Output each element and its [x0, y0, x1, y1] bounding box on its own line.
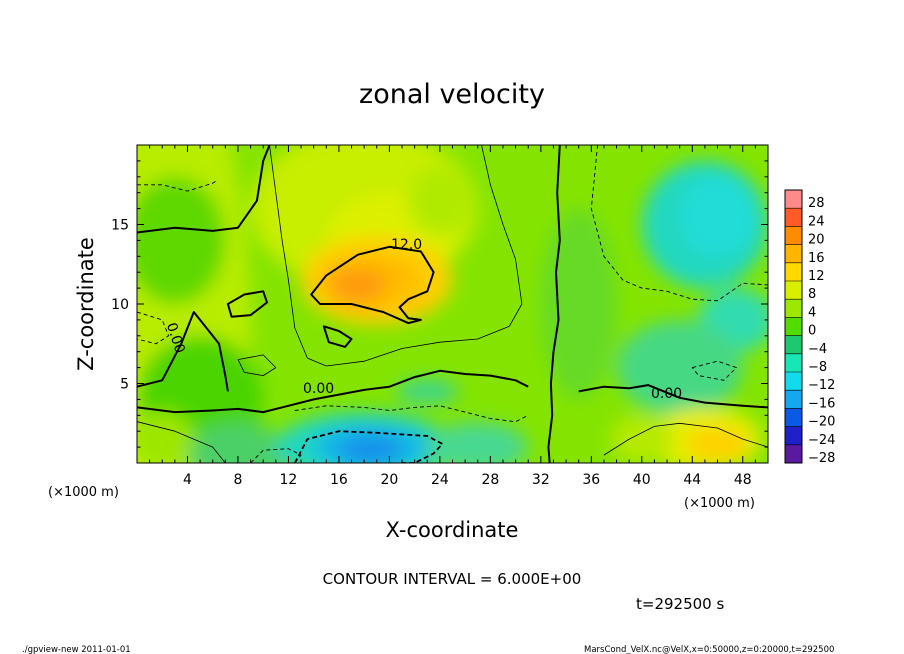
field-blob — [187, 423, 289, 463]
field-blob — [679, 176, 756, 257]
x-tick-label: 4 — [183, 472, 192, 488]
field-blob — [137, 145, 251, 463]
contour-line — [250, 448, 302, 463]
x-tick-label: 48 — [734, 472, 752, 488]
field-blob — [330, 269, 386, 301]
field-blob — [540, 208, 617, 400]
colorbar-swatch — [785, 299, 802, 318]
colorbar-label: 24 — [808, 214, 825, 229]
colorbar-label: −28 — [808, 451, 835, 466]
contour-line — [137, 311, 229, 392]
colorbar-label: 12 — [808, 269, 825, 284]
contour-line — [578, 384, 768, 409]
contour-line — [590, 145, 768, 302]
velocity-field — [137, 145, 768, 463]
colorbar-label: −16 — [808, 396, 835, 411]
colorbar-swatch — [785, 190, 802, 209]
colorbar-swatch — [785, 226, 802, 245]
colorbar-label: 4 — [808, 305, 816, 320]
y-tick-label: 5 — [120, 377, 129, 393]
colorbar-label: −4 — [808, 342, 827, 357]
colorbar-label: 28 — [808, 196, 825, 211]
x-tick-label: 28 — [481, 472, 499, 488]
colorbar-swatch — [785, 208, 802, 227]
contour-label: 0.00 — [651, 386, 682, 402]
colorbar-swatch — [785, 390, 802, 409]
y-axis-label: Z-coordinate — [74, 237, 98, 371]
colorbar-label: −8 — [808, 360, 827, 375]
field-blob — [388, 284, 429, 311]
colorbar-swatch — [785, 426, 802, 446]
contour-label: 0.00 — [303, 381, 334, 397]
colorbar-swatch — [785, 281, 802, 300]
contour-line — [137, 369, 529, 414]
field-blob — [610, 415, 674, 463]
x-tick-label: 32 — [532, 472, 550, 488]
x-tick-label: 40 — [633, 472, 651, 488]
field-blob — [427, 421, 529, 463]
x-tick-label: 20 — [380, 472, 398, 488]
field-blob — [338, 435, 403, 463]
x-unit-right: (×1000 m) — [684, 496, 755, 511]
field-blob — [685, 428, 750, 460]
contour-line — [137, 145, 271, 234]
x-tick-label: 36 — [582, 472, 600, 488]
colorbar-label: 0 — [808, 324, 816, 339]
y-tick-label: 15 — [111, 218, 129, 234]
contour-line — [226, 290, 268, 318]
x-tick-label: 16 — [330, 472, 348, 488]
colorbar-label: 20 — [808, 233, 825, 248]
field-blob — [616, 319, 743, 416]
colorbar-label: 16 — [808, 251, 825, 266]
x-tick-label: 44 — [683, 472, 701, 488]
contour-line — [269, 145, 523, 367]
field-blob — [137, 176, 226, 304]
colorbar-swatch — [785, 244, 802, 264]
contour-lines — [137, 145, 768, 463]
colorbar-label: −20 — [808, 415, 835, 430]
time-text: t=292500 s — [636, 595, 724, 613]
contour-line — [310, 245, 435, 325]
colorbar-label: −12 — [808, 378, 835, 393]
chart-title: zonal velocity — [359, 79, 545, 110]
contour-line — [137, 179, 219, 192]
contour-line — [547, 145, 561, 463]
contour-interval-text: CONTOUR INTERVAL = 6.000E+00 — [323, 570, 582, 588]
contour-line — [137, 421, 226, 463]
colorbar-swatch — [785, 444, 802, 464]
contour-line — [322, 325, 353, 348]
contour-line — [603, 422, 768, 456]
colorbar-swatch — [785, 372, 802, 391]
x-unit-left: (×1000 m) — [48, 485, 119, 500]
contour-line — [691, 360, 737, 381]
x-tick-label: 24 — [431, 472, 449, 488]
colorbar-swatch — [785, 408, 802, 427]
field-blob — [408, 165, 472, 236]
colorbar-swatch — [785, 317, 802, 336]
colorbar: 28 24 20 16 12 8 4 0 −4 −8 −12 −16 −20 −24 −28 — [784, 189, 835, 466]
colorbar-swatch — [785, 335, 802, 355]
plot-area — [137, 145, 768, 463]
contour-line — [294, 430, 444, 463]
colorbar-swatch — [785, 353, 802, 373]
colorbar-label: −24 — [808, 433, 835, 448]
contour-line — [237, 354, 277, 376]
colorbar-swatch — [785, 262, 802, 282]
y-axis: 5 10 15 — [111, 160, 768, 448]
x-axis: 4 8 12 16 20 24 28 32 36 40 44 48 — [149, 145, 756, 488]
x-tick-label: 8 — [233, 472, 242, 488]
field-blob — [395, 378, 459, 405]
colorbar-label: 8 — [808, 287, 816, 302]
x-tick-label: 12 — [280, 472, 298, 488]
contour-label: 12.0 — [391, 237, 422, 253]
contour-line — [137, 311, 170, 345]
footer-left: ./gpview-new 2011-01-01 — [22, 645, 131, 654]
field-blob — [137, 410, 194, 463]
footer-right: MarsCond_VelX.nc@VelX,x=0:50000,z=0:2000… — [584, 645, 834, 654]
x-axis-label: X-coordinate — [386, 518, 519, 542]
y-tick-label: 10 — [111, 297, 129, 313]
contour-line — [294, 405, 529, 423]
